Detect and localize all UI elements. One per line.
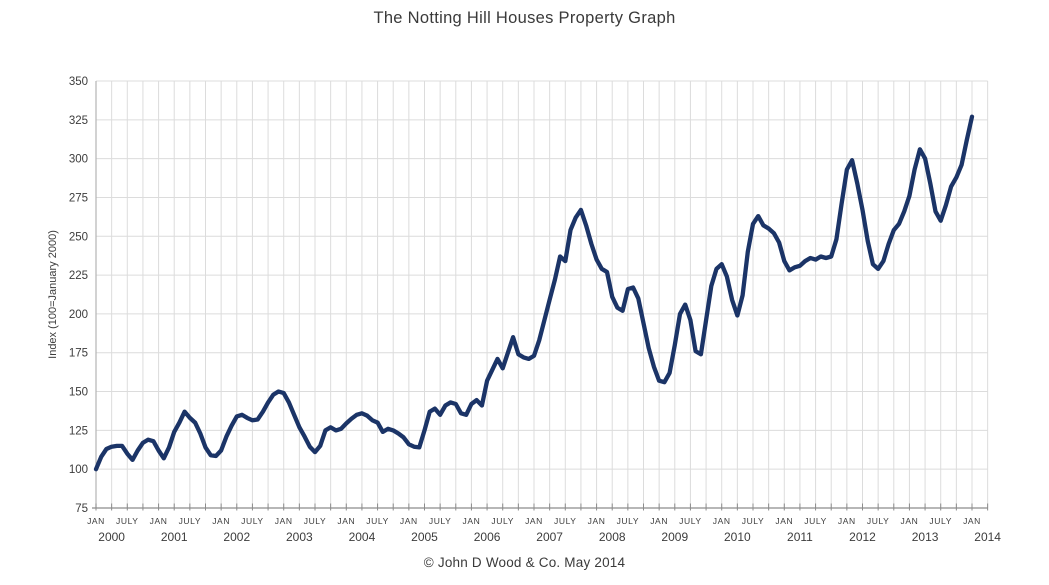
x-tick-label-july: JULY <box>679 516 702 526</box>
x-year-label: 2009 <box>661 530 688 544</box>
x-year-label: 2002 <box>223 530 250 544</box>
y-axis-title: Index (100=January 2000) <box>47 230 59 359</box>
x-year-label: 2012 <box>849 530 876 544</box>
x-tick-label-jan: JAN <box>838 516 856 526</box>
x-tick-label-jan: JAN <box>650 516 668 526</box>
y-tick-label: 350 <box>69 76 88 88</box>
x-year-label: 2004 <box>349 530 376 544</box>
x-tick-label-july: JULY <box>491 516 514 526</box>
x-tick-label-jan: JAN <box>963 516 981 526</box>
y-tick-label: 75 <box>75 503 88 515</box>
x-tick-label-july: JULY <box>867 516 890 526</box>
x-tick-label-july: JULY <box>742 516 765 526</box>
x-tick-label-jan: JAN <box>900 516 918 526</box>
x-year-label: 2001 <box>161 530 188 544</box>
x-tick-label-jan: JAN <box>525 516 543 526</box>
x-tick-label-jan: JAN <box>87 516 105 526</box>
y-tick-label: 275 <box>69 192 88 204</box>
y-tick-label: 125 <box>69 425 88 437</box>
x-year-label: 2013 <box>912 530 939 544</box>
y-tick-label: 200 <box>69 309 88 321</box>
x-tick-label-july: JULY <box>617 516 640 526</box>
copyright-note: © John D Wood & Co. May 2014 <box>423 555 626 570</box>
x-tick-label-july: JULY <box>366 516 389 526</box>
x-tick-label-july: JULY <box>116 516 139 526</box>
y-tick-label: 250 <box>69 231 88 243</box>
y-tick-label: 175 <box>69 348 88 360</box>
chart-title: The Notting Hill Houses Property Graph <box>373 9 676 27</box>
x-year-label: 2005 <box>411 530 438 544</box>
y-tick-label: 225 <box>69 270 88 282</box>
x-tick-label-jan: JAN <box>775 516 793 526</box>
x-year-label: 2010 <box>724 530 751 544</box>
y-tick-label: 325 <box>69 115 88 127</box>
y-tick-label: 150 <box>69 387 88 399</box>
x-year-label: 2006 <box>474 530 501 544</box>
x-tick-label-july: JULY <box>554 516 577 526</box>
x-year-label: 2008 <box>599 530 626 544</box>
x-year-label: 2011 <box>787 530 813 544</box>
x-tick-label-jan: JAN <box>275 516 293 526</box>
x-year-label: 2007 <box>536 530 563 544</box>
x-tick-label-jan: JAN <box>337 516 355 526</box>
x-tick-label-july: JULY <box>241 516 264 526</box>
x-year-label: 2003 <box>286 530 313 544</box>
x-tick-label-jan: JAN <box>400 516 418 526</box>
x-tick-label-july: JULY <box>179 516 202 526</box>
x-tick-label-jan: JAN <box>588 516 606 526</box>
x-tick-label-jan: JAN <box>150 516 168 526</box>
y-tick-label: 300 <box>69 154 88 166</box>
x-tick-label-july: JULY <box>804 516 827 526</box>
x-tick-label-july: JULY <box>304 516 327 526</box>
x-tick-label-jan: JAN <box>462 516 480 526</box>
index-line-path <box>93 114 975 472</box>
x-tick-label-jan: JAN <box>713 516 731 526</box>
x-tick-label-july: JULY <box>929 516 952 526</box>
x-year-label: 2000 <box>98 530 125 544</box>
x-tick-label-july: JULY <box>429 516 452 526</box>
x-tick-label-jan: JAN <box>212 516 230 526</box>
y-tick-label: 100 <box>69 464 88 476</box>
x-year-label: 2014 <box>974 530 1001 544</box>
